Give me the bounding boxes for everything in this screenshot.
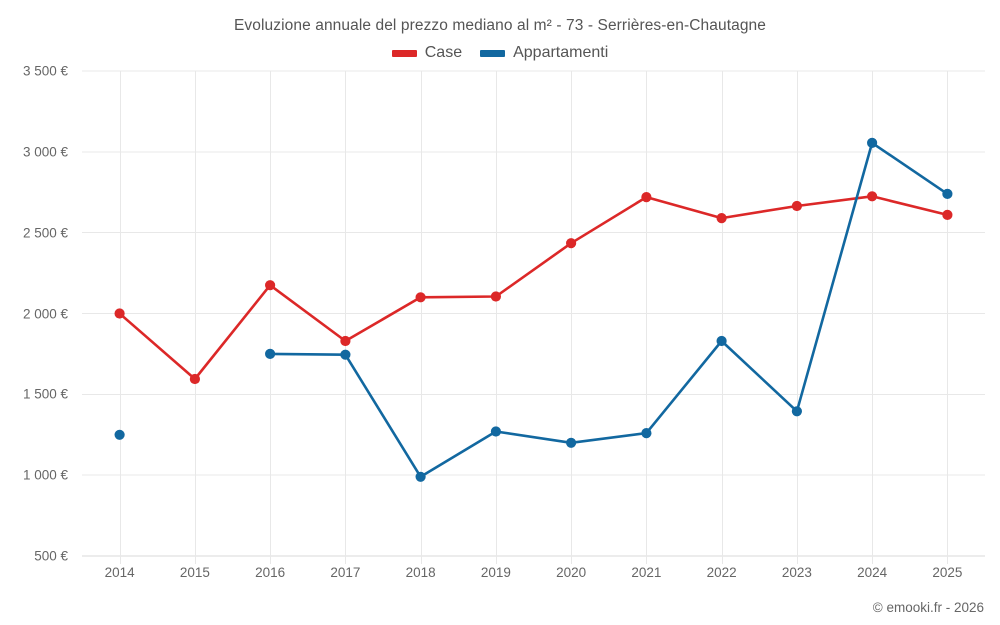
x-axis-tick-label: 2017 — [330, 565, 361, 580]
x-axis-tick-label: 2016 — [255, 565, 286, 580]
data-point[interactable] — [791, 406, 803, 417]
y-axis-tick-label: 1 500 € — [22, 386, 68, 402]
data-point[interactable] — [641, 428, 652, 439]
data-point[interactable] — [114, 308, 125, 319]
x-axis-tick-label: 2024 — [857, 565, 888, 580]
x-axis-tick-label: 2015 — [179, 565, 210, 580]
legend-item-appartamenti[interactable]: Appartamenti — [480, 45, 608, 61]
x-axis-tick-label: 2023 — [781, 565, 812, 580]
data-point[interactable] — [641, 192, 652, 203]
y-axis-tick-label: 1 000 € — [22, 467, 68, 483]
x-axis-tick-label: 2018 — [405, 565, 436, 580]
data-point[interactable] — [265, 280, 276, 291]
data-point[interactable] — [566, 238, 577, 249]
data-point[interactable] — [415, 471, 426, 482]
legend-swatch-case — [391, 49, 417, 57]
data-point[interactable] — [265, 348, 276, 359]
series-line — [118, 195, 949, 381]
data-point[interactable] — [490, 426, 501, 437]
data-point[interactable] — [189, 373, 200, 385]
x-axis-tick-label: 2022 — [706, 565, 737, 580]
x-axis-tick-label: 2020 — [556, 565, 587, 580]
data-point[interactable] — [791, 200, 803, 212]
chart-legend: Case Appartamenti — [0, 45, 1000, 61]
copyright-credit: © emooki.fr - 2026 — [872, 600, 984, 615]
x-axis-tick-label: 2025 — [932, 565, 963, 580]
series-case — [114, 191, 953, 385]
series-appartamenti — [114, 137, 953, 482]
data-point[interactable] — [490, 291, 501, 302]
legend-swatch-appartamenti — [480, 49, 506, 57]
data-point[interactable] — [942, 209, 953, 220]
data-point[interactable] — [942, 188, 953, 199]
chart-title: Evoluzione annuale del prezzo mediano al… — [233, 17, 766, 34]
data-point[interactable] — [867, 191, 878, 202]
x-axis-tick-label: 2019 — [480, 565, 511, 580]
legend-label-case: Case — [424, 44, 463, 61]
data-point[interactable] — [415, 292, 426, 303]
x-axis-tick-label: 2021 — [631, 565, 662, 580]
data-point[interactable] — [340, 335, 351, 347]
y-axis-tick-label: 3 000 € — [22, 144, 68, 160]
x-axis-tick-label: 2014 — [104, 565, 135, 580]
y-axis-tick-label: 2 000 € — [22, 306, 68, 321]
series-line — [268, 141, 949, 479]
data-point[interactable] — [716, 213, 727, 224]
data-point[interactable] — [566, 437, 577, 448]
legend-item-case[interactable]: Case — [391, 44, 463, 61]
y-axis-tick-label: 2 500 € — [22, 225, 68, 241]
y-axis-tick-label: 3 500 € — [22, 63, 68, 79]
data-point[interactable] — [340, 349, 351, 360]
y-axis-tick-label: 500 € — [34, 548, 68, 564]
data-point[interactable] — [867, 137, 878, 148]
data-point[interactable] — [114, 429, 125, 440]
data-point[interactable] — [716, 335, 727, 347]
legend-label-appartamenti: Appartamenti — [513, 44, 609, 61]
